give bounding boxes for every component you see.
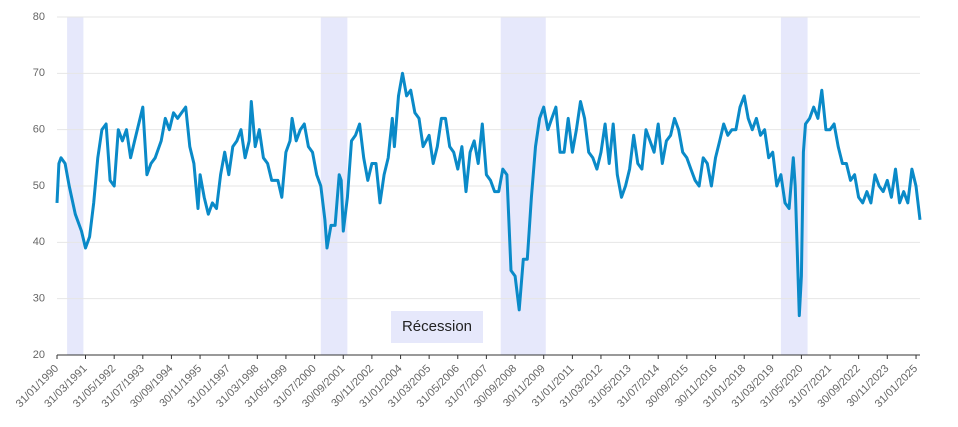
y-tick-label: 20 xyxy=(33,349,45,361)
legend-label: Récession xyxy=(402,318,472,335)
legend-box xyxy=(391,311,483,343)
y-tick-label: 50 xyxy=(33,180,45,192)
line-series xyxy=(55,71,922,318)
y-tick-label: 60 xyxy=(33,124,45,136)
y-tick-label: 40 xyxy=(33,236,45,248)
y-tick-label: 80 xyxy=(33,11,45,23)
y-tick-label: 30 xyxy=(33,293,45,305)
y-tick-label: 70 xyxy=(33,67,45,79)
